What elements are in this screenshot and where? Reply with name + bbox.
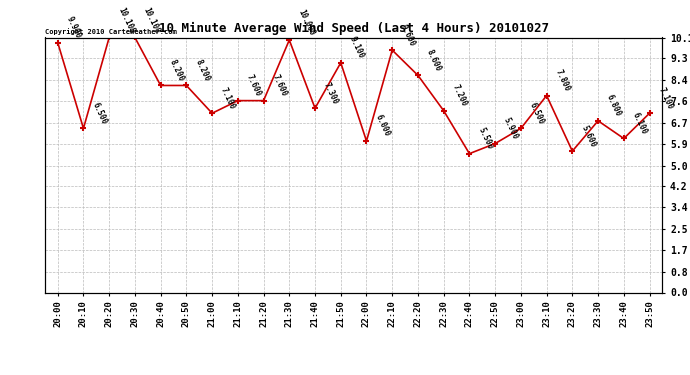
Text: 5.500: 5.500 <box>476 126 494 151</box>
Title: 10 Minute Average Wind Speed (Last 4 Hours) 20101027: 10 Minute Average Wind Speed (Last 4 Hou… <box>159 22 549 35</box>
Text: 6.100: 6.100 <box>631 111 649 136</box>
Text: 9.600: 9.600 <box>400 22 417 47</box>
Text: Copyright 2010 CarteWeather.com: Copyright 2010 CarteWeather.com <box>45 28 177 35</box>
Text: 5.900: 5.900 <box>502 116 520 141</box>
Text: 9.100: 9.100 <box>348 35 366 60</box>
Text: 7.300: 7.300 <box>322 81 340 105</box>
Text: 7.100: 7.100 <box>656 86 674 111</box>
Text: 6.500: 6.500 <box>90 101 108 126</box>
Text: 10.100: 10.100 <box>142 6 161 35</box>
Text: 8.600: 8.600 <box>425 48 443 73</box>
Text: 6.500: 6.500 <box>528 101 546 126</box>
Text: 8.200: 8.200 <box>168 58 186 83</box>
Text: 6.000: 6.000 <box>373 114 391 138</box>
Text: 10.100: 10.100 <box>116 6 136 35</box>
Text: 10.000: 10.000 <box>296 8 316 37</box>
Text: 7.600: 7.600 <box>270 73 288 98</box>
Text: 9.900: 9.900 <box>65 15 83 40</box>
Text: 7.100: 7.100 <box>219 86 237 111</box>
Text: 7.800: 7.800 <box>553 68 571 93</box>
Text: 7.600: 7.600 <box>245 73 263 98</box>
Text: 7.200: 7.200 <box>451 83 469 108</box>
Text: 8.200: 8.200 <box>193 58 211 83</box>
Text: 5.600: 5.600 <box>580 124 598 148</box>
Text: 6.800: 6.800 <box>605 93 623 118</box>
